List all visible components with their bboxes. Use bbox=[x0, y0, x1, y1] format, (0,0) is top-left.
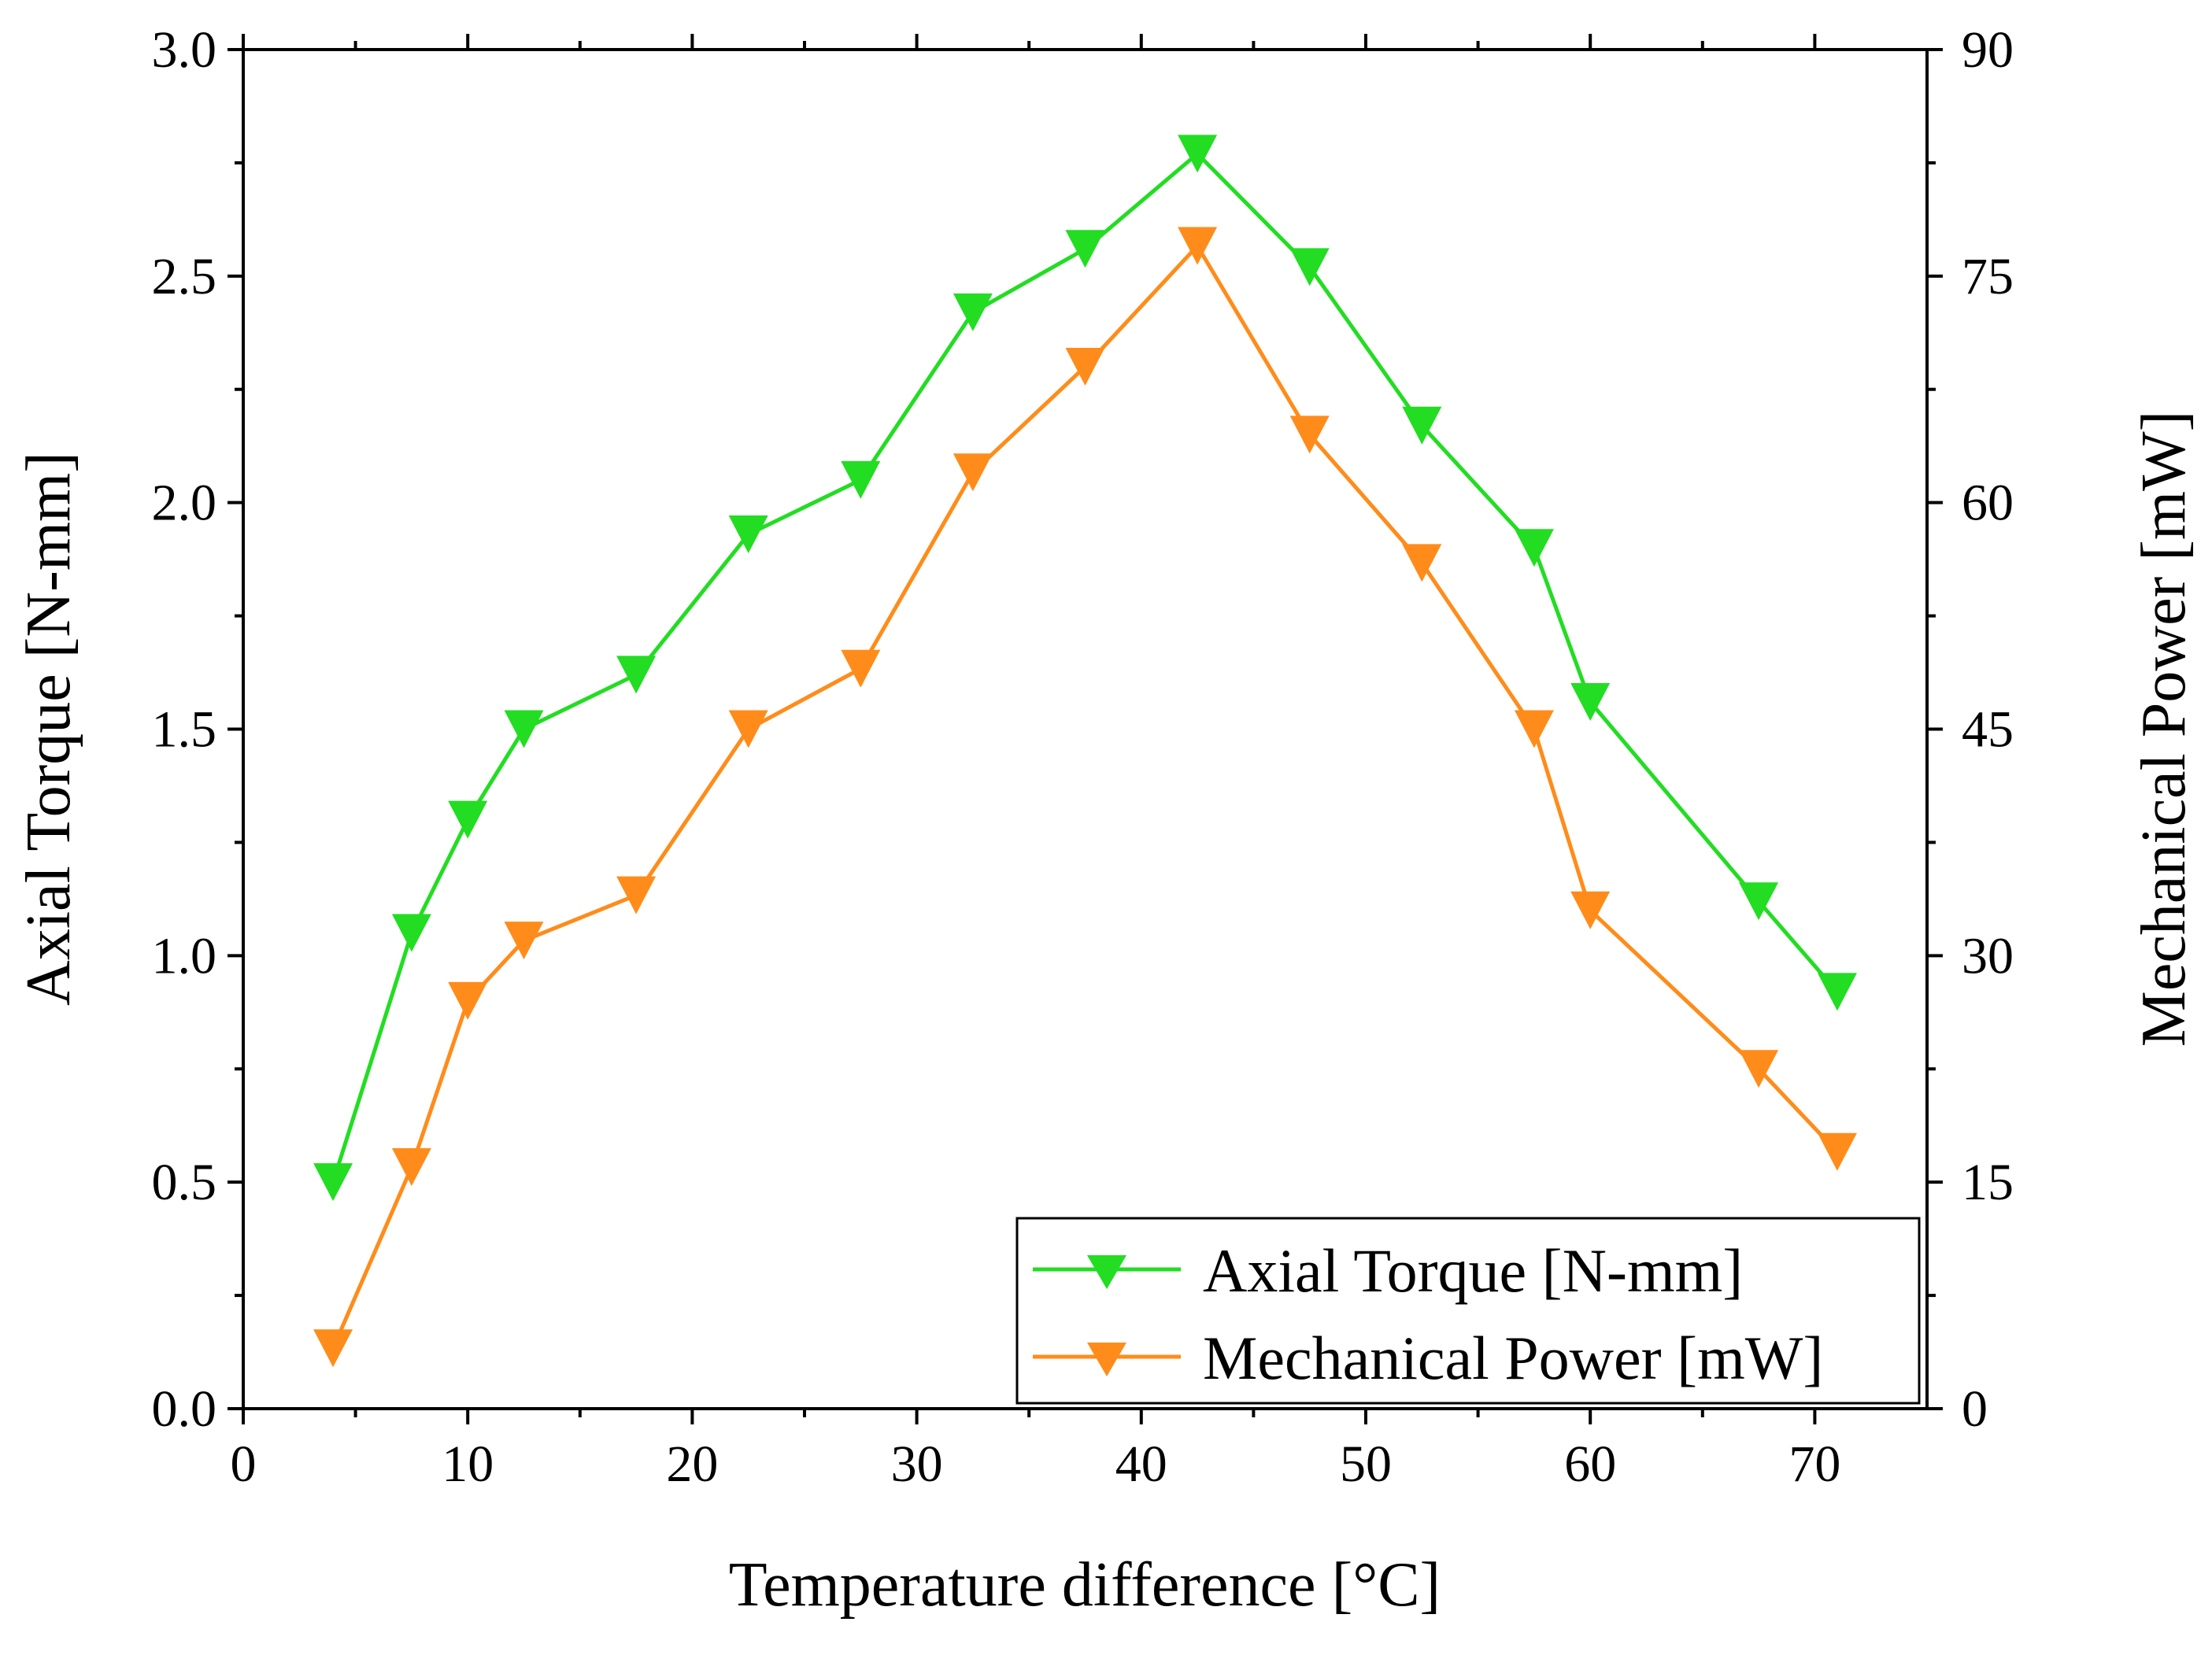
data-point-marker bbox=[1178, 227, 1218, 265]
x-tick-label: 20 bbox=[666, 1435, 718, 1493]
data-point-marker bbox=[1289, 248, 1330, 286]
data-point-marker bbox=[952, 453, 993, 492]
y-tick-label: 2.0 bbox=[152, 475, 217, 532]
x-tick-label: 30 bbox=[891, 1435, 943, 1493]
y-tick-label: 1.5 bbox=[152, 701, 217, 759]
y2-tick-label: 90 bbox=[1962, 21, 2014, 79]
y2-tick-label: 15 bbox=[1962, 1154, 2014, 1211]
data-point-marker bbox=[1402, 406, 1442, 445]
series-mechanical-power bbox=[313, 227, 1857, 1368]
data-point-marker bbox=[313, 1163, 353, 1202]
data-point-marker bbox=[391, 1147, 431, 1186]
series-line bbox=[331, 243, 1839, 1350]
data-point-marker bbox=[616, 876, 657, 914]
legend-marker-torque bbox=[1087, 1255, 1126, 1289]
y-axis-title: Axial Torque [N-mm] bbox=[14, 452, 83, 1006]
data-point-marker bbox=[952, 293, 993, 331]
series-group bbox=[313, 135, 1857, 1368]
series-line bbox=[331, 151, 1839, 1183]
x-axis-title: Temperature difference [°C] bbox=[729, 1550, 1441, 1620]
series-axial-torque bbox=[313, 135, 1857, 1202]
data-point-marker bbox=[841, 649, 881, 688]
data-point-marker bbox=[616, 656, 657, 694]
y-tick-label: 1.0 bbox=[152, 927, 217, 985]
x-tick-label: 40 bbox=[1115, 1435, 1167, 1493]
x-tick-label: 10 bbox=[442, 1435, 494, 1493]
x-tick-label: 70 bbox=[1788, 1435, 1840, 1493]
data-point-marker bbox=[1817, 1132, 1857, 1171]
data-point-marker bbox=[504, 922, 544, 960]
y-tick-label: 0.0 bbox=[152, 1380, 217, 1438]
legend: Axial Torque [N-mm] Mechanical Power [mW… bbox=[1015, 1217, 1921, 1405]
legend-label-power: Mechanical Power [mW] bbox=[1203, 1324, 1823, 1392]
legend-marker-power bbox=[1087, 1343, 1126, 1376]
y2-tick-label: 0 bbox=[1962, 1380, 1988, 1438]
data-point-marker bbox=[841, 460, 881, 499]
data-point-marker bbox=[1570, 682, 1611, 721]
y2-tick-label: 45 bbox=[1962, 701, 2014, 759]
data-point-marker bbox=[1178, 135, 1218, 173]
tick-group: 0 10 20 30 40 50 60 70 0.0 0.5 1.0 1.5 2.0 2.5 3.0 0 15 3… bbox=[152, 21, 2014, 1493]
y-tick-label: 2.5 bbox=[152, 248, 217, 305]
x-tick-label: 0 bbox=[231, 1435, 257, 1493]
legend-box bbox=[1015, 1217, 1921, 1405]
data-point-marker bbox=[391, 914, 431, 952]
data-point-marker bbox=[1289, 416, 1330, 454]
data-point-marker bbox=[1514, 529, 1554, 567]
x-tick-label: 60 bbox=[1564, 1435, 1616, 1493]
data-point-marker bbox=[1514, 710, 1554, 748]
y-tick-label: 3.0 bbox=[152, 21, 217, 79]
data-point-marker bbox=[313, 1329, 353, 1368]
y2-tick-label: 30 bbox=[1962, 927, 2014, 985]
data-point-marker bbox=[504, 710, 544, 748]
data-point-marker bbox=[728, 515, 768, 553]
data-point-marker bbox=[448, 800, 488, 839]
data-point-marker bbox=[1065, 230, 1105, 268]
data-point-marker bbox=[1817, 973, 1857, 1011]
data-point-marker bbox=[1065, 347, 1105, 386]
y2-tick-label: 75 bbox=[1962, 248, 2014, 305]
data-point-marker bbox=[448, 981, 488, 1020]
data-point-marker bbox=[1402, 544, 1442, 582]
data-point-marker bbox=[1739, 882, 1779, 921]
x-tick-label: 50 bbox=[1340, 1435, 1392, 1493]
data-point-marker bbox=[1739, 1050, 1779, 1088]
y2-tick-label: 60 bbox=[1962, 475, 2014, 532]
data-point-marker bbox=[1570, 891, 1611, 929]
y-tick-label: 0.5 bbox=[152, 1154, 217, 1211]
legend-label-torque: Axial Torque [N-mm] bbox=[1203, 1236, 1743, 1305]
y2-axis-title: Mechanical Power [mW] bbox=[2129, 411, 2199, 1047]
data-point-marker bbox=[728, 710, 768, 748]
